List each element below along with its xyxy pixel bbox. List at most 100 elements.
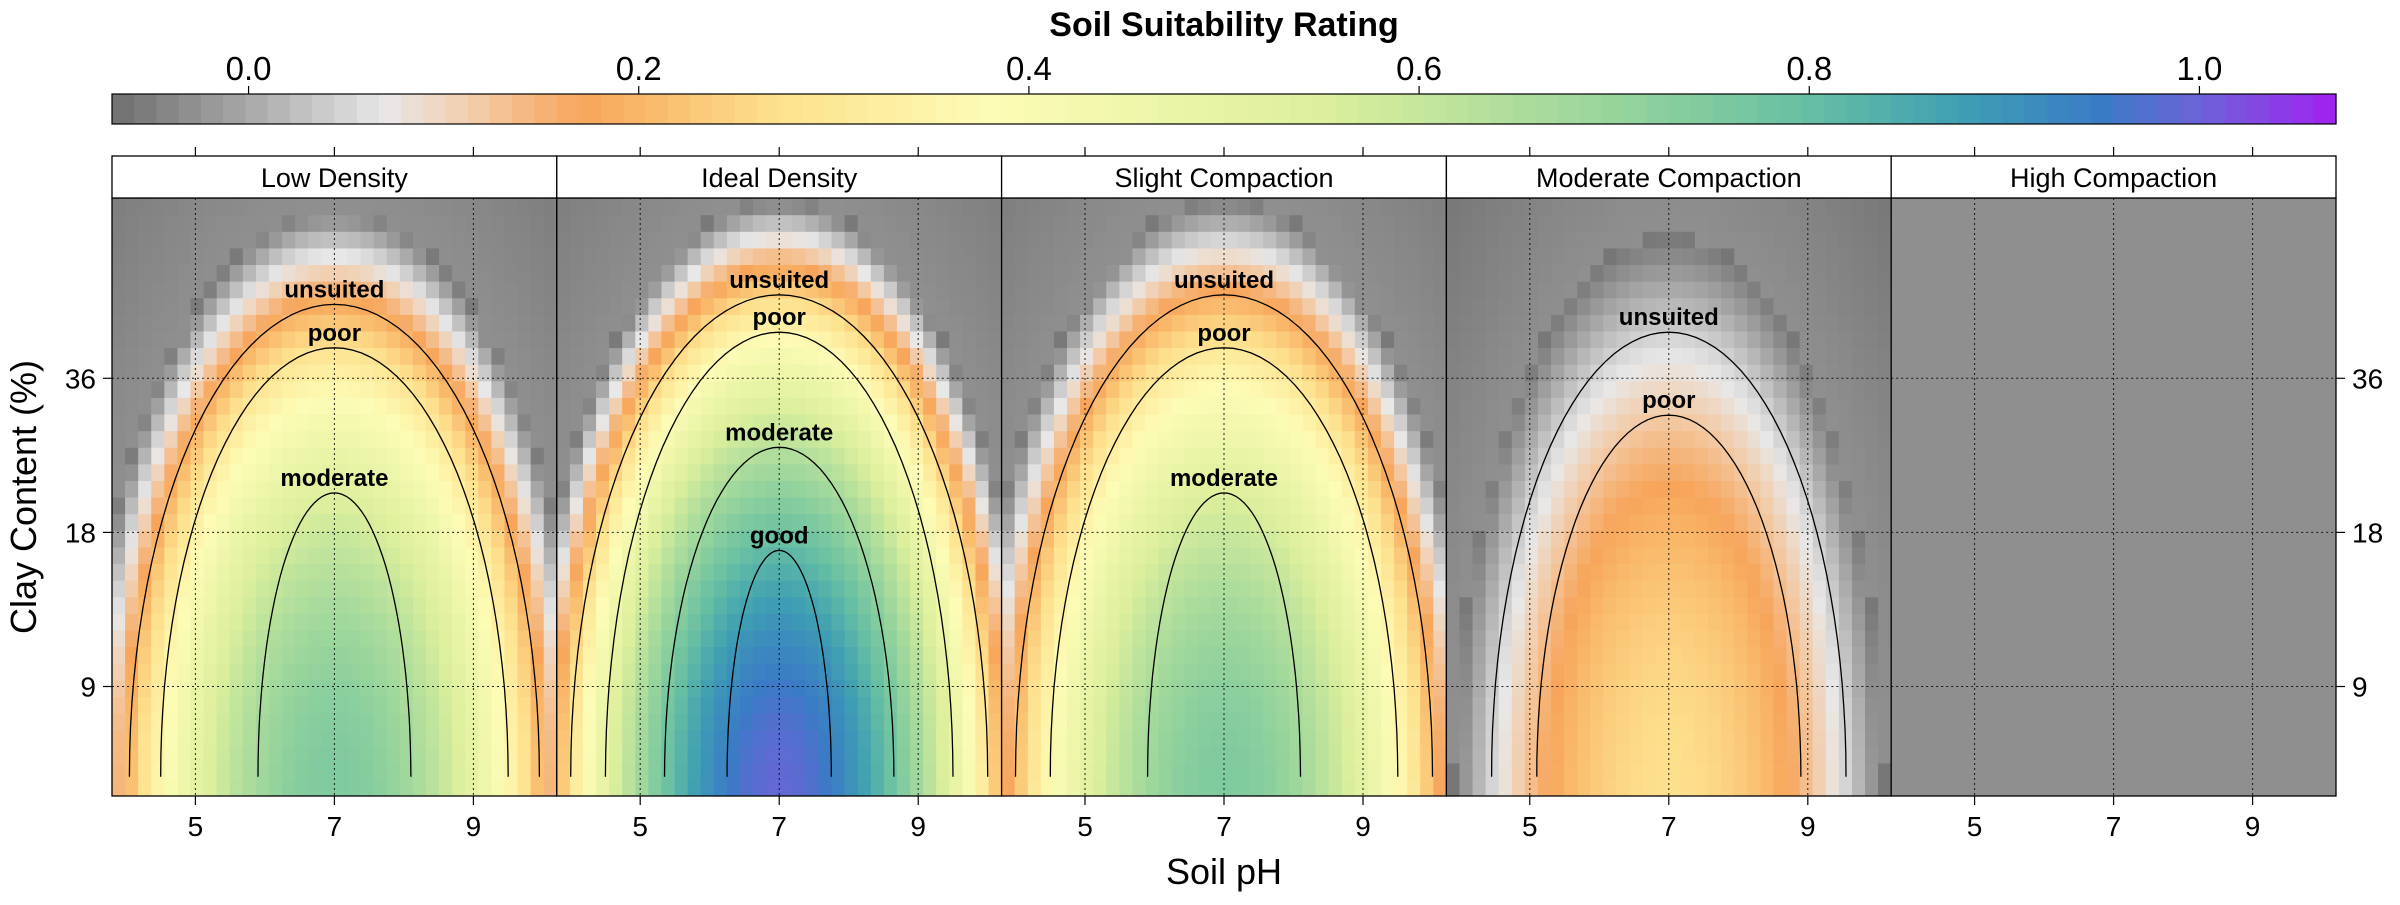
heatmap-cell: [1146, 514, 1160, 531]
heatmap-cell: [217, 248, 231, 265]
heatmap-cell: [1800, 314, 1814, 331]
heatmap-cell: [374, 763, 388, 780]
heatmap-cell: [871, 713, 885, 730]
heatmap-cell: [1276, 264, 1290, 281]
heatmap-cell: [1250, 663, 1264, 680]
heatmap-cell: [727, 331, 741, 348]
heatmap-cell: [151, 447, 165, 464]
heatmap-cell: [753, 348, 767, 365]
heatmap-cell: [635, 597, 649, 614]
heatmap-cell: [1211, 630, 1225, 647]
heatmap-cell: [190, 464, 204, 481]
heatmap-cell: [897, 597, 911, 614]
heatmap-cell: [1512, 730, 1526, 747]
heatmap-cell: [701, 348, 715, 365]
heatmap-cell: [1159, 680, 1173, 697]
heatmap-cell: [1813, 264, 1827, 281]
heatmap-cell: [478, 680, 492, 697]
heatmap-cell: [151, 198, 165, 215]
colorbar-cell: [134, 94, 157, 124]
colorbar-cell: [2025, 94, 2048, 124]
heatmap-cell: [1577, 713, 1591, 730]
heatmap-cell: [596, 447, 610, 464]
heatmap-cell: [112, 663, 126, 680]
heatmap-cell: [871, 248, 885, 265]
heatmap-cell: [1852, 696, 1866, 713]
heatmap-cell: [1760, 447, 1774, 464]
heatmap-cell: [661, 613, 675, 630]
heatmap-cell: [583, 264, 597, 281]
heatmap-cell: [1499, 480, 1513, 497]
heatmap-cell: [1669, 696, 1683, 713]
heatmap-cell: [308, 597, 322, 614]
heatmap-cell: [491, 580, 505, 597]
heatmap-cell: [740, 713, 754, 730]
heatmap-cell: [1407, 613, 1421, 630]
heatmap-cell: [518, 231, 532, 248]
heatmap-cell: [1813, 314, 1827, 331]
heatmap-cell: [570, 298, 584, 315]
heatmap-cell: [217, 613, 231, 630]
heatmap-cell: [1538, 580, 1552, 597]
heatmap-cell: [1368, 314, 1382, 331]
heatmap-cell: [452, 713, 466, 730]
heatmap-cell: [1551, 348, 1565, 365]
colorbar-cell: [1802, 94, 1825, 124]
heatmap-cell: [1459, 215, 1473, 232]
heatmap-cell: [1590, 696, 1604, 713]
heatmap-cell: [1682, 464, 1696, 481]
heatmap-cell: [1368, 381, 1382, 398]
heatmap-cell: [1669, 597, 1683, 614]
heatmap-cell: [1486, 431, 1500, 448]
heatmap-cell: [1643, 348, 1657, 365]
heatmap-cell: [347, 597, 361, 614]
heatmap-cell: [1093, 730, 1107, 747]
heatmap-cell: [832, 447, 846, 464]
heatmap-cell: [1734, 215, 1748, 232]
heatmap-cell: [661, 414, 675, 431]
heatmap-cell: [1433, 630, 1447, 647]
heatmap-cell: [1669, 497, 1683, 514]
heatmap-cell: [413, 730, 427, 747]
heatmap-cell: [1747, 298, 1761, 315]
heatmap-cell: [1800, 198, 1814, 215]
heatmap-cell: [1067, 298, 1081, 315]
heatmap-cell: [675, 680, 689, 697]
heatmap-cell: [871, 348, 885, 365]
heatmap-cell: [1616, 746, 1630, 763]
heatmap-cell: [1682, 613, 1696, 630]
heatmap-cell: [1132, 198, 1146, 215]
heatmap-cell: [936, 746, 950, 763]
heatmap-cell: [1643, 431, 1657, 448]
colorbar-cell: [1091, 94, 1114, 124]
heatmap-cell: [1355, 464, 1369, 481]
heatmap-cell: [347, 563, 361, 580]
heatmap-cell: [518, 281, 532, 298]
heatmap-cell: [1093, 348, 1107, 365]
heatmap-cell: [871, 264, 885, 281]
heatmap-cell: [151, 215, 165, 232]
heatmap-cell: [1250, 298, 1264, 315]
heatmap-cell: [374, 696, 388, 713]
heatmap-cell: [1603, 663, 1617, 680]
heatmap-cell: [1080, 298, 1094, 315]
heatmap-cell: [217, 397, 231, 414]
heatmap-cell: [164, 314, 178, 331]
heatmap-cell: [1146, 215, 1160, 232]
heatmap-cell: [413, 198, 427, 215]
heatmap-cell: [635, 713, 649, 730]
heatmap-cell: [465, 431, 479, 448]
heatmap-cell: [648, 248, 662, 265]
heatmap-cell: [818, 779, 832, 796]
heatmap-cell: [1263, 763, 1277, 780]
heatmap-cell: [936, 348, 950, 365]
heatmap-cell: [583, 613, 597, 630]
heatmap-cell: [1381, 547, 1395, 564]
heatmap-cell: [884, 281, 898, 298]
heatmap-cell: [439, 514, 453, 531]
heatmap-cell: [452, 198, 466, 215]
heatmap-cell: [557, 231, 571, 248]
colorbar-cell: [423, 94, 446, 124]
heatmap-cell: [491, 713, 505, 730]
heatmap-cell: [1643, 447, 1657, 464]
